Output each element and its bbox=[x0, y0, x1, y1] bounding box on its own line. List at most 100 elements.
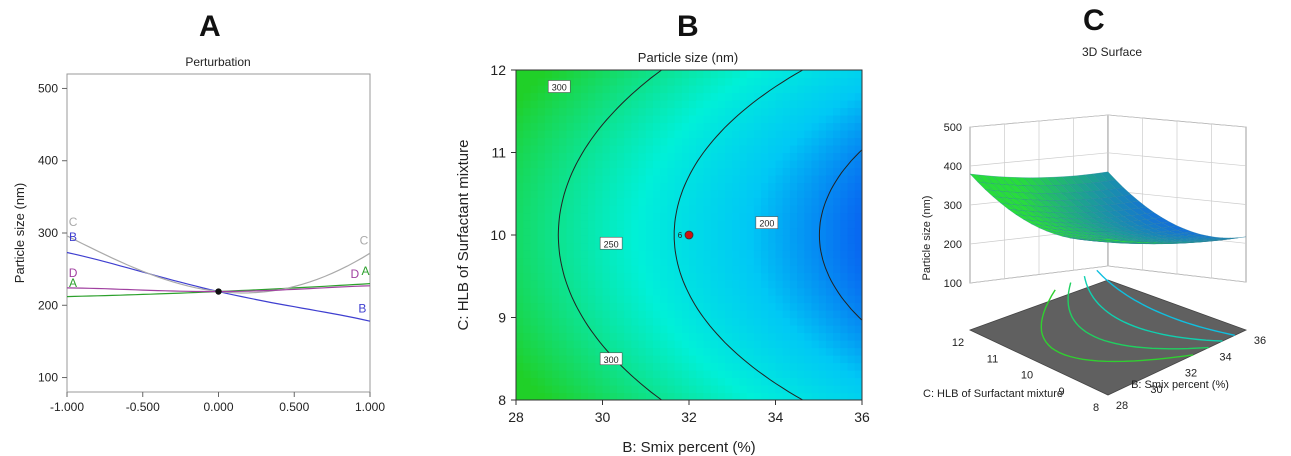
heatmap-cell bbox=[674, 152, 683, 161]
heatmap-cell bbox=[825, 377, 834, 386]
heatmap-cell bbox=[797, 137, 805, 146]
heatmap-cell bbox=[544, 385, 553, 394]
heatmap-cell bbox=[537, 310, 546, 319]
contour-x-tick-label: 30 bbox=[595, 409, 611, 425]
heatmap-cell bbox=[624, 182, 632, 191]
heatmap-cell bbox=[631, 137, 640, 146]
heatmap-cell bbox=[609, 85, 618, 94]
heatmap-cell bbox=[811, 115, 820, 124]
heatmap-cell bbox=[638, 370, 647, 379]
contour-y-axis-label: C: HLB of Surfactant mixture bbox=[455, 140, 472, 331]
heatmap-cell bbox=[689, 137, 697, 146]
heatmap-cell bbox=[696, 362, 705, 371]
heatmap-cell bbox=[645, 392, 654, 400]
heatmap-cell bbox=[667, 377, 676, 386]
heatmap-cell bbox=[667, 175, 676, 184]
heatmap-cell bbox=[530, 295, 539, 304]
heatmap-cell bbox=[516, 377, 524, 386]
heatmap-cell bbox=[847, 377, 856, 386]
heatmap-cell bbox=[782, 310, 791, 319]
heatmap-cell bbox=[775, 130, 784, 139]
heatmap-cell bbox=[732, 92, 741, 101]
heatmap-cell bbox=[559, 370, 568, 379]
heatmap-cell bbox=[674, 70, 683, 79]
heatmap-cell bbox=[537, 205, 546, 214]
heatmap-cell bbox=[746, 362, 755, 371]
heatmap-cell bbox=[645, 70, 654, 79]
heatmap-cell bbox=[552, 280, 560, 289]
heatmap-cell bbox=[602, 107, 611, 116]
heatmap-cell bbox=[609, 160, 618, 169]
heatmap-cell bbox=[753, 137, 762, 146]
heatmap-cell bbox=[516, 242, 524, 251]
contour-y-tick-label: 8 bbox=[498, 392, 506, 408]
heatmap-cell bbox=[631, 310, 640, 319]
heatmap-cell bbox=[761, 272, 769, 281]
heatmap-cell bbox=[811, 130, 820, 139]
heatmap-cell bbox=[681, 227, 690, 236]
heatmap-cell bbox=[789, 167, 798, 176]
heatmap-cell bbox=[775, 220, 784, 229]
heatmap-cell bbox=[689, 175, 697, 184]
heatmap-cell bbox=[537, 175, 546, 184]
heatmap-cell bbox=[667, 272, 676, 281]
heatmap-cell bbox=[789, 355, 798, 364]
perturbation-series-label-C: C bbox=[360, 234, 369, 248]
heatmap-cell bbox=[696, 355, 705, 364]
heatmap-cell bbox=[674, 370, 683, 379]
heatmap-cell bbox=[609, 137, 618, 146]
heatmap-cell bbox=[854, 250, 862, 259]
surface-y-tick-label: 8 bbox=[1093, 402, 1099, 414]
heatmap-cell bbox=[768, 295, 777, 304]
heatmap-cell bbox=[580, 235, 589, 244]
heatmap-cell bbox=[854, 295, 862, 304]
surface-y-axis-label: C: HLB of Surfactant mixture bbox=[923, 388, 1063, 400]
heatmap-cell bbox=[804, 190, 813, 199]
heatmap-cell bbox=[667, 205, 676, 214]
heatmap-cell bbox=[530, 77, 539, 86]
heatmap-cell bbox=[652, 92, 661, 101]
heatmap-cell bbox=[717, 347, 726, 356]
heatmap-cell bbox=[782, 242, 791, 251]
heatmap-cell bbox=[775, 325, 784, 334]
heatmap-cell bbox=[580, 340, 589, 349]
heatmap-cell bbox=[516, 272, 524, 281]
contour-label-box bbox=[599, 352, 623, 366]
heatmap-cell bbox=[782, 220, 791, 229]
heatmap-cell bbox=[552, 197, 560, 206]
heatmap-cell bbox=[552, 92, 560, 101]
heatmap-cell bbox=[825, 182, 834, 191]
heatmap-cell bbox=[818, 235, 827, 244]
heatmap-cell bbox=[638, 325, 647, 334]
heatmap-cell bbox=[703, 287, 712, 296]
heatmap-cell bbox=[660, 265, 668, 274]
heatmap-cell bbox=[746, 347, 755, 356]
heatmap-cell bbox=[732, 205, 741, 214]
heatmap-cell bbox=[717, 272, 726, 281]
heatmap-cell bbox=[602, 137, 611, 146]
heatmap-cell bbox=[638, 272, 647, 281]
heatmap-cell bbox=[739, 347, 748, 356]
heatmap-cell bbox=[667, 370, 676, 379]
heatmap-cell bbox=[703, 205, 712, 214]
heatmap-cell bbox=[804, 250, 813, 259]
heatmap-cell bbox=[559, 235, 568, 244]
heatmap-cell bbox=[552, 182, 560, 191]
heatmap-cell bbox=[775, 70, 784, 79]
heatmap-cell bbox=[746, 85, 755, 94]
heatmap-cell bbox=[696, 392, 705, 400]
heatmap-cell bbox=[602, 85, 611, 94]
heatmap-cell bbox=[825, 287, 834, 296]
heatmap-cell bbox=[660, 317, 668, 326]
heatmap-cell bbox=[624, 212, 632, 221]
heatmap-cell bbox=[573, 160, 582, 169]
heatmap-cell bbox=[631, 325, 640, 334]
heatmap-cell bbox=[616, 362, 625, 371]
heatmap-cell bbox=[804, 70, 813, 79]
heatmap-cell bbox=[840, 115, 849, 124]
heatmap-cell bbox=[566, 287, 575, 296]
heatmap-cell bbox=[717, 317, 726, 326]
heatmap-cell bbox=[674, 115, 683, 124]
heatmap-cell bbox=[602, 205, 611, 214]
heatmap-cell bbox=[840, 145, 849, 154]
